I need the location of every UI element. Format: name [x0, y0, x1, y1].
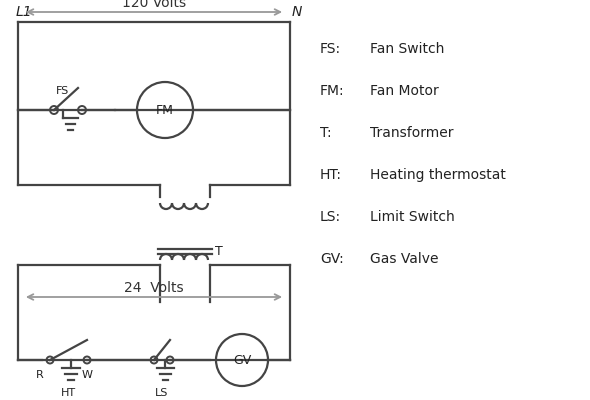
Text: Limit Switch: Limit Switch	[370, 210, 455, 224]
Text: Fan Switch: Fan Switch	[370, 42, 444, 56]
Text: LS:: LS:	[320, 210, 341, 224]
Text: FM: FM	[156, 104, 174, 116]
Text: Gas Valve: Gas Valve	[370, 252, 438, 266]
Text: Transformer: Transformer	[370, 126, 454, 140]
Text: FM:: FM:	[320, 84, 345, 98]
Text: FS:: FS:	[320, 42, 341, 56]
Text: 120 Volts: 120 Volts	[122, 0, 186, 10]
Text: T: T	[215, 245, 223, 258]
Text: T:: T:	[320, 126, 332, 140]
Text: R: R	[36, 370, 44, 380]
Text: L1: L1	[16, 5, 32, 19]
Text: LS: LS	[155, 388, 169, 398]
Text: GV: GV	[233, 354, 251, 366]
Text: GV:: GV:	[320, 252, 344, 266]
Text: HT:: HT:	[320, 168, 342, 182]
Text: N: N	[292, 5, 302, 19]
Text: 24  Volts: 24 Volts	[124, 281, 184, 295]
Text: Fan Motor: Fan Motor	[370, 84, 439, 98]
Text: Heating thermostat: Heating thermostat	[370, 168, 506, 182]
Text: HT: HT	[61, 388, 76, 398]
Text: FS: FS	[56, 86, 69, 96]
Text: W: W	[81, 370, 93, 380]
